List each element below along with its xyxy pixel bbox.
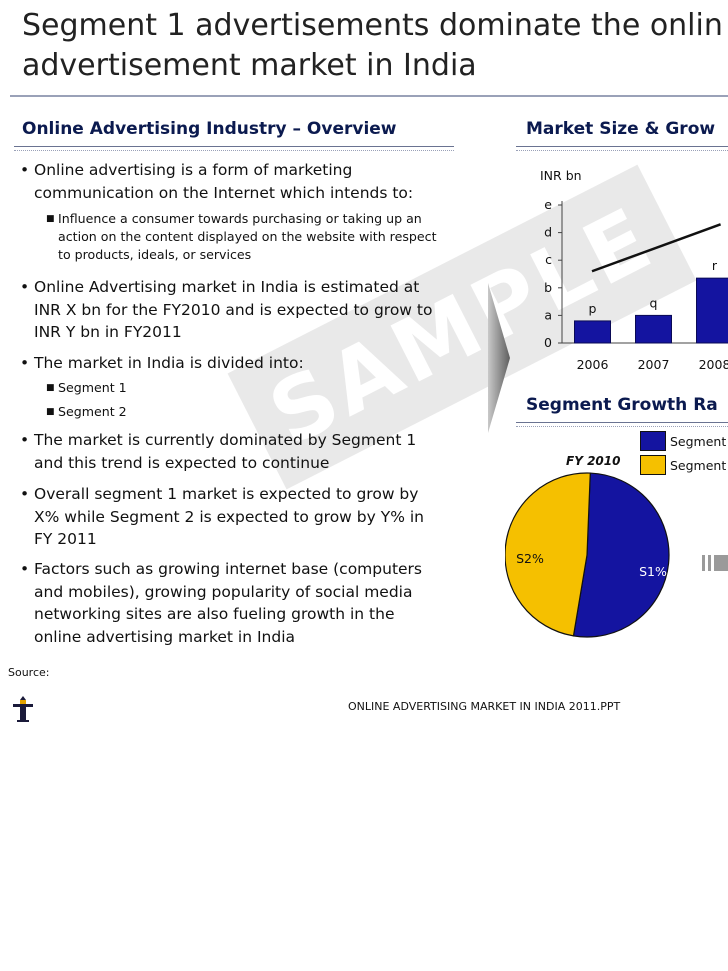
footer-filename: ONLINE ADVERTISING MARKET IN INDIA 2011.… <box>348 700 621 713</box>
sub-bullet-square: ■ <box>46 214 55 224</box>
legend-swatch-segment-1 <box>640 431 666 451</box>
slide-title-line-1: Segment 1 advertisements dominate the on… <box>22 8 723 43</box>
market-size-heading-underline-dotted <box>516 150 728 151</box>
y-tick-label: c <box>545 252 552 267</box>
title-divider <box>10 95 728 97</box>
y-tick-label: a <box>544 307 552 322</box>
bullet-2: • Online Advertising market in India is … <box>20 276 445 344</box>
y-tick-label: b <box>544 280 552 295</box>
bar-2007 <box>635 314 672 344</box>
bullet-1-sub-1-text: Influence a consumer towards purchasing … <box>58 211 437 262</box>
pie-label-s2: S2% <box>516 551 544 566</box>
bullet-2-text: Online Advertising market in India is es… <box>34 278 433 341</box>
bullet-3-text: The market in India is divided into: <box>34 354 304 372</box>
bar-data-label: q <box>650 295 658 310</box>
legend-label-segment-1: Segment <box>670 434 727 449</box>
source-label: Source: <box>8 666 50 679</box>
bullet-dot: • <box>20 354 30 372</box>
bullet-1-sub-1: ■ Influence a consumer towards purchasin… <box>46 210 446 264</box>
segment-growth-heading-underline <box>516 422 728 423</box>
slide-title-line-2: advertisement market in India <box>22 48 477 83</box>
chevron-arrow-icon <box>488 283 510 433</box>
bar-2006 <box>574 320 611 344</box>
bullet-1: • Online advertising is a form of market… <box>20 159 445 204</box>
y-tick-label: 0 <box>544 335 552 350</box>
bullet-3-sub-1-text: Segment 1 <box>58 380 127 395</box>
market-size-heading-underline <box>516 146 728 147</box>
pie-slice-s2 <box>505 472 591 637</box>
bullet-dot: • <box>20 560 30 578</box>
bullet-3: • The market in India is divided into: <box>20 352 445 375</box>
y-tick-label: e <box>544 197 552 212</box>
segment-pie-chart: S1% S2% <box>505 472 670 638</box>
bullet-dot: • <box>20 485 30 503</box>
lighthouse-logo-icon <box>13 696 33 722</box>
pie-slice-s1 <box>572 472 670 638</box>
bullet-3-sub-1: ■ Segment 1 <box>46 379 446 397</box>
bullet-4: • The market is currently dominated by S… <box>20 429 445 474</box>
sub-bullet-square: ■ <box>46 407 55 417</box>
bullet-dot: • <box>20 431 30 449</box>
overview-heading-underline-dotted <box>14 150 454 151</box>
bullet-dot: • <box>20 161 30 179</box>
bullet-dot: • <box>20 278 30 296</box>
bullet-5: • Overall segment 1 market is expected t… <box>20 483 445 551</box>
bullet-6-text: Factors such as growing internet base (c… <box>34 560 423 646</box>
legend-label-segment-2: Segment <box>670 458 727 473</box>
sub-bullet-square: ■ <box>46 383 55 393</box>
x-tick-label: 2007 <box>638 357 670 372</box>
segment-growth-heading: Segment Growth Ra <box>526 395 718 415</box>
bar-data-label: r <box>712 258 718 273</box>
y-tick-label: d <box>544 225 552 240</box>
bullet-4-text: The market is currently dominated by Seg… <box>34 431 417 472</box>
overview-heading-underline <box>14 146 454 147</box>
legend-swatch-segment-2 <box>640 455 666 475</box>
bar-2008 <box>696 277 728 344</box>
decorative-blocks-icon <box>702 555 728 571</box>
y-axis-title: INR bn <box>540 168 582 183</box>
x-tick-label: 2006 <box>577 357 609 372</box>
segment-growth-heading-underline-dotted <box>516 426 728 427</box>
pie-title: FY 2010 <box>566 454 621 468</box>
bullet-3-sub-2: ■ Segment 2 <box>46 403 446 421</box>
x-tick-label: 2008 <box>699 357 728 372</box>
slide-title: Segment 1 advertisements dominate the on… <box>22 6 728 86</box>
bullet-3-sub-2-text: Segment 2 <box>58 404 127 419</box>
overview-heading: Online Advertising Industry – Overview <box>22 119 397 139</box>
bar-data-label: p <box>589 301 597 316</box>
bullet-5-text: Overall segment 1 market is expected to … <box>34 485 424 548</box>
pie-label-s1: S1% <box>639 564 667 579</box>
market-size-heading: Market Size & Grow <box>526 119 716 139</box>
bullet-6: • Factors such as growing internet base … <box>20 558 445 648</box>
bullet-1-text: Online advertising is a form of marketin… <box>34 161 414 202</box>
trend-line <box>591 223 722 273</box>
